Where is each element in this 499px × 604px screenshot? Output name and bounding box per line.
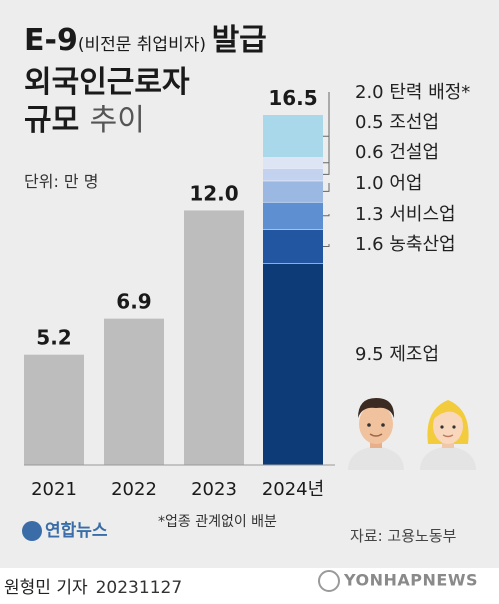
segment-label: 1.6 농축산업	[355, 234, 456, 255]
watermark-icon	[318, 570, 340, 592]
bar-value-label: 5.2	[36, 326, 71, 350]
title-scale: 규모	[24, 103, 80, 138]
stack-segment	[263, 157, 323, 169]
yonhap-logo: 연합뉴스	[22, 516, 108, 541]
stack-segment	[263, 180, 323, 202]
stack-segment	[263, 229, 323, 264]
leader-line	[323, 183, 330, 192]
stack-segment	[263, 201, 323, 230]
x-tick-label: 2021	[31, 479, 77, 500]
bar-2023	[184, 210, 244, 465]
stack-segment	[263, 263, 323, 465]
bar-chart: 5.2 6.9 12.0 16.5 9.5 제조업 1.6 농축산업 1.3 서비스업 1.0…	[24, 82, 476, 500]
x-tick-label: 2023	[191, 479, 237, 500]
bar-2021	[24, 354, 84, 465]
segment-label: 2.0 탄력 배정*	[355, 82, 470, 103]
stack-segment	[263, 168, 323, 181]
yonhap-logo-icon	[22, 521, 42, 541]
bar-2022	[104, 318, 164, 465]
segment-label: 1.3 서비스업	[355, 204, 456, 225]
leader-line	[323, 92, 330, 137]
watermark: YONHAPNEWS	[318, 570, 478, 592]
publish-date: 20231127	[95, 578, 183, 598]
footnote: *업종 관계없이 배분	[158, 514, 277, 530]
stack-segment	[263, 115, 323, 158]
source-label: 자료: 고용노동부	[350, 527, 457, 545]
title-visa-paren: (비전문 취업비자)	[77, 35, 206, 55]
leader-line	[323, 122, 330, 164]
segment-label: 9.5 제조업	[355, 344, 439, 365]
title-line2: 외국인근로자	[24, 65, 190, 100]
watermark-text: YONHAPNEWS	[344, 570, 478, 590]
title-trend: 추이	[89, 103, 145, 138]
title-visa: E-9	[24, 23, 78, 58]
bar-value-label: 6.9	[116, 290, 151, 314]
bar-value-label: 16.5	[268, 86, 317, 110]
reporter-name: 원형민 기자	[4, 578, 88, 598]
woman-icon	[420, 400, 476, 470]
byline: 원형민 기자 20231127	[4, 573, 182, 598]
people-illustration	[348, 398, 476, 470]
logo-text: 연합뉴스	[45, 521, 108, 541]
x-tick-label: 2022	[111, 479, 157, 500]
leader-line	[323, 244, 330, 248]
segment-label: 1.0 어업	[355, 173, 422, 194]
segment-label: 0.5 조선업	[355, 112, 439, 133]
leader-line	[323, 214, 330, 217]
unit-label: 단위: 만 명	[24, 172, 99, 191]
title-issuance: 발급	[211, 23, 267, 58]
chart-title: E-9(비전문 취업비자) 발급 외국인근로자 규모 추이	[24, 22, 267, 140]
bar-value-label: 12.0	[189, 181, 238, 205]
x-tick-label: 2024년	[262, 479, 324, 500]
infographic-card	[0, 0, 499, 568]
man-icon	[348, 398, 404, 470]
segment-label: 0.6 건설업	[355, 142, 439, 163]
